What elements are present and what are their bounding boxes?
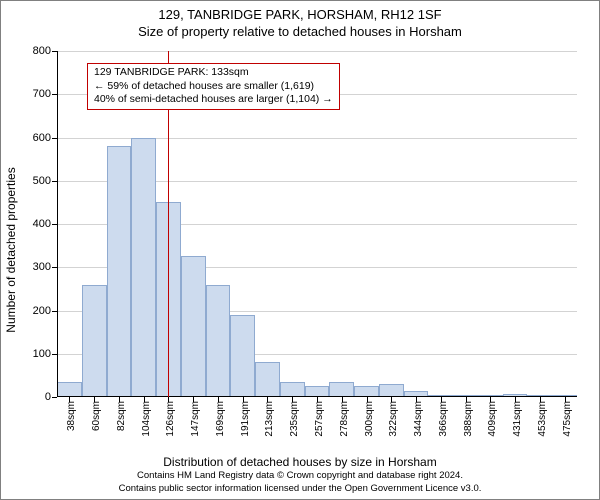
ytick-label: 700 — [33, 88, 51, 100]
ytick-label: 300 — [33, 261, 51, 273]
xtick-label: 104sqm — [141, 401, 152, 437]
xtick-label: 366sqm — [438, 401, 449, 437]
xtick-label: 147sqm — [190, 401, 201, 437]
info-box: 129 TANBRIDGE PARK: 133sqm← 59% of detac… — [87, 63, 340, 110]
info-box-line3: 40% of semi-detached houses are larger (… — [94, 93, 333, 107]
footer-line2: Contains public sector information licen… — [1, 483, 599, 495]
plot-area: 010020030040050060070080038sqm60sqm82sqm… — [57, 51, 577, 397]
xtick-label: 213sqm — [264, 401, 275, 437]
x-axis-label: Distribution of detached houses by size … — [1, 455, 599, 469]
xtick-label: 60sqm — [91, 401, 102, 431]
xtick-label: 409sqm — [487, 401, 498, 437]
xtick-label: 431sqm — [512, 401, 523, 437]
xtick-label: 300sqm — [364, 401, 375, 437]
xtick-label: 322sqm — [388, 401, 399, 437]
xtick-label: 82sqm — [116, 401, 127, 431]
chart-title: 129, TANBRIDGE PARK, HORSHAM, RH12 1SF — [1, 1, 599, 22]
xtick-label: 453sqm — [537, 401, 548, 437]
ytick-label: 400 — [33, 218, 51, 230]
footer: Contains HM Land Registry data © Crown c… — [1, 470, 599, 495]
ytick-label: 500 — [33, 175, 51, 187]
ytick-label: 200 — [33, 305, 51, 317]
ytick-label: 600 — [33, 132, 51, 144]
footer-line1: Contains HM Land Registry data © Crown c… — [1, 470, 599, 482]
ytick-mark — [52, 397, 57, 398]
xtick-label: 126sqm — [165, 401, 176, 437]
xtick-label: 344sqm — [413, 401, 424, 437]
xtick-label: 257sqm — [314, 401, 325, 437]
xtick-label: 388sqm — [463, 401, 474, 437]
xtick-label: 169sqm — [215, 401, 226, 437]
chart-container: 129, TANBRIDGE PARK, HORSHAM, RH12 1SF S… — [0, 0, 600, 500]
xtick-label: 278sqm — [339, 401, 350, 437]
info-box-line1: 129 TANBRIDGE PARK: 133sqm — [94, 66, 333, 80]
xtick-label: 38sqm — [66, 401, 77, 431]
info-box-line2: ← 59% of detached houses are smaller (1,… — [94, 80, 333, 94]
ytick-label: 0 — [45, 391, 51, 403]
y-axis-label: Number of detached properties — [4, 167, 18, 332]
ytick-label: 800 — [33, 45, 51, 57]
xtick-label: 235sqm — [289, 401, 300, 437]
chart-subtitle: Size of property relative to detached ho… — [1, 22, 599, 43]
xtick-label: 191sqm — [240, 401, 251, 437]
ytick-label: 100 — [33, 348, 51, 360]
xtick-label: 475sqm — [562, 401, 573, 437]
